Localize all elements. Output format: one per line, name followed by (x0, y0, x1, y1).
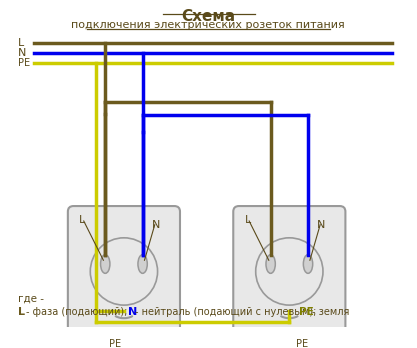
Text: PE: PE (296, 339, 309, 348)
Text: PE: PE (18, 58, 30, 68)
Ellipse shape (266, 255, 275, 273)
Ellipse shape (138, 255, 147, 273)
Text: N: N (128, 307, 137, 317)
Text: Схема: Схема (181, 9, 235, 24)
Text: - земля: - земля (312, 307, 349, 317)
Text: подключения электрических розеток питания: подключения электрических розеток питани… (71, 20, 345, 30)
Text: PE: PE (108, 339, 121, 348)
Text: L: L (79, 215, 85, 225)
Text: PE: PE (299, 307, 314, 317)
FancyBboxPatch shape (68, 206, 180, 337)
Text: L: L (18, 38, 25, 48)
Text: - нейтраль (подающий с нулевым);: - нейтраль (подающий с нулевым); (135, 307, 317, 317)
FancyBboxPatch shape (233, 206, 345, 337)
Ellipse shape (100, 255, 110, 273)
Text: N: N (18, 48, 27, 58)
Text: L: L (18, 307, 25, 317)
Ellipse shape (303, 255, 313, 273)
Text: L: L (244, 215, 251, 225)
Text: N: N (152, 220, 161, 230)
Text: - фаза (подающий);: - фаза (подающий); (26, 307, 127, 317)
Text: N: N (317, 220, 326, 230)
Text: где -: где - (18, 294, 44, 303)
